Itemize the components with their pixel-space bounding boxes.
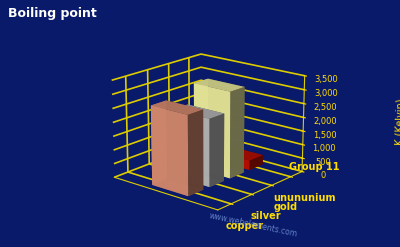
Text: www.webelements.com: www.webelements.com	[208, 212, 298, 239]
Text: Boiling point: Boiling point	[8, 7, 97, 21]
